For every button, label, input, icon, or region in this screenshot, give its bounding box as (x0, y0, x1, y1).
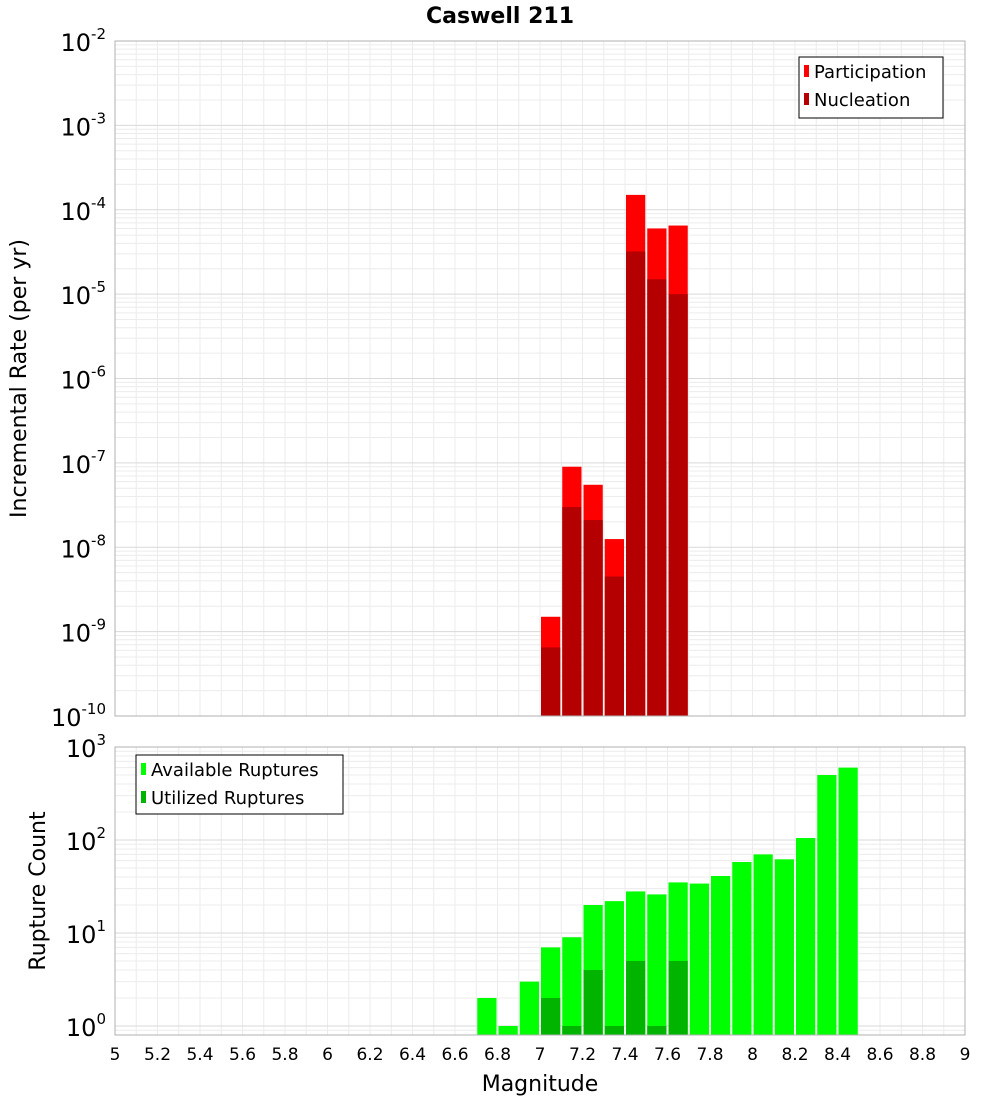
x-tick-label: 8 (747, 1045, 758, 1065)
bar (668, 960, 688, 1035)
bar (562, 506, 582, 716)
bar (541, 647, 561, 716)
bar (711, 876, 731, 1035)
bar (647, 894, 667, 1035)
y-tick-label: 10-5 (60, 278, 106, 310)
series-available-ruptures (477, 767, 858, 1035)
x-tick-label: 7.8 (696, 1045, 723, 1065)
bar (583, 969, 603, 1035)
y-tick-label: 100 (66, 1010, 106, 1042)
y-tick-label: 10-3 (60, 109, 106, 141)
x-tick-label: 5.8 (271, 1045, 298, 1065)
y-tick-label: 10-9 (60, 616, 106, 648)
legend: Available Ruptures Utilized Ruptures (135, 754, 344, 815)
x-tick-label: 9 (960, 1045, 971, 1065)
bar (477, 997, 497, 1035)
bar (626, 960, 646, 1035)
x-tick-label: 5 (110, 1045, 121, 1065)
y-tick-label: 10-10 (51, 700, 106, 732)
x-tick-label: 8.2 (781, 1045, 808, 1065)
legend-label: Participation (814, 62, 926, 83)
y-tick-label: 101 (66, 917, 106, 949)
legend-swatch (141, 791, 146, 803)
legend-swatch (804, 93, 809, 105)
bar (519, 981, 539, 1035)
bar (604, 901, 624, 1035)
x-tick-label: 6.8 (484, 1045, 511, 1065)
x-tick-label: 6.6 (441, 1045, 468, 1065)
bar (541, 997, 561, 1035)
y-tick-label: 10-6 (60, 363, 106, 395)
x-tick-label: 8.8 (909, 1045, 936, 1065)
y-tick-labels: 10-2 10-3 10-4 10-5 10-6 10-7 10-8 10-9 10-10 (51, 25, 106, 732)
bar (647, 1025, 667, 1035)
bar (604, 576, 624, 716)
legend-label: Utilized Ruptures (151, 788, 304, 809)
bar (774, 859, 794, 1035)
y-tick-label: 10-4 (60, 194, 106, 226)
legend-swatch (141, 763, 146, 775)
bar (732, 861, 752, 1035)
bar (626, 251, 646, 716)
x-tick-label: 7.2 (569, 1045, 596, 1065)
count-panel: 103 102 101 100 Rupture Count Available Ruptu… (26, 731, 966, 1042)
bar (817, 774, 837, 1035)
y-tick-label: 10-7 (60, 447, 106, 479)
y-tick-label: 102 (66, 824, 106, 856)
x-tick-label: 7.4 (611, 1045, 638, 1065)
legend-label: Available Ruptures (151, 760, 319, 781)
bar (796, 838, 816, 1035)
grid (114, 41, 966, 717)
y-axis-label: Rupture Count (26, 811, 51, 971)
chart-title: Caswell 211 (426, 4, 574, 29)
x-tick-label: 7.6 (654, 1045, 681, 1065)
bar (562, 937, 582, 1035)
legend-swatch (804, 65, 809, 77)
x-tick-label: 7 (535, 1045, 546, 1065)
bar (668, 294, 688, 716)
y-tick-label: 10-2 (60, 25, 106, 57)
bar (604, 1025, 624, 1035)
x-tick-label: 8.6 (866, 1045, 893, 1065)
rate-panel: 10-2 10-3 10-4 10-5 10-6 10-7 10-8 10-9 10-10 Inc… (7, 25, 966, 732)
bar (647, 279, 667, 716)
y-axis-label: Incremental Rate (per yr) (7, 239, 32, 518)
bar (498, 1025, 518, 1035)
x-axis-label: Magnitude (482, 1072, 599, 1097)
series-nucleation (541, 251, 688, 716)
y-tick-label: 10-8 (60, 531, 106, 563)
bar (583, 520, 603, 716)
x-tick-label: 6.4 (399, 1045, 426, 1065)
legend-label: Nucleation (814, 90, 910, 111)
bar (689, 883, 709, 1035)
series-utilized-ruptures (541, 960, 688, 1035)
x-tick-label: 6.2 (356, 1045, 383, 1065)
x-tick-label: 8.4 (824, 1045, 851, 1065)
x-tick-label: 5.2 (144, 1045, 171, 1065)
x-tick-label: 6 (322, 1045, 333, 1065)
y-tick-labels: 103 102 101 100 (66, 731, 106, 1042)
x-axis: 5 5.2 5.4 5.6 5.8 6 6.2 6.4 6.6 6.8 7 7.2 7.4 7.6 7.8 8… (110, 1045, 971, 1065)
x-tick-label: 5.6 (229, 1045, 256, 1065)
bar (753, 854, 773, 1035)
bar (838, 767, 858, 1035)
y-tick-label: 103 (66, 731, 106, 763)
x-tick-label: 5.4 (186, 1045, 213, 1065)
bar (562, 1025, 582, 1035)
legend: Participation Nucleation (798, 56, 944, 119)
